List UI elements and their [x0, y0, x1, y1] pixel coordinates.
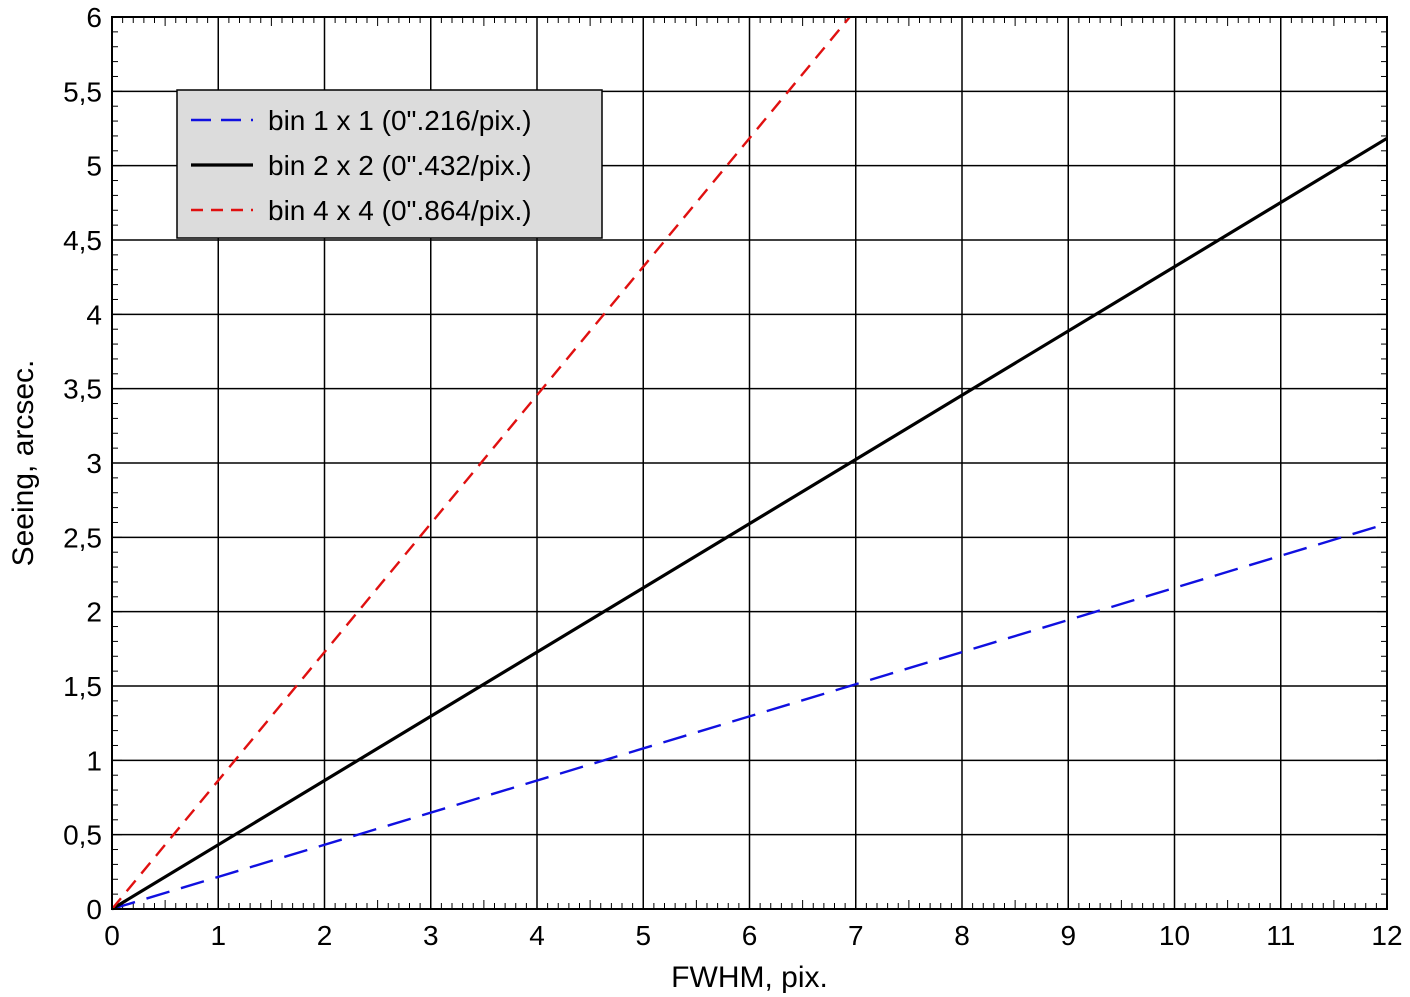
y-tick-label: 4,5: [63, 225, 102, 256]
legend-label-2: bin 2 x 2 (0".432/pix.): [268, 150, 532, 181]
x-tick-label: 1: [210, 920, 226, 951]
x-tick-label: 2: [317, 920, 333, 951]
y-tick-label: 3: [86, 448, 102, 479]
y-tick-label: 4: [86, 299, 102, 330]
x-tick-label: 4: [529, 920, 545, 951]
x-tick-label: 5: [635, 920, 651, 951]
x-tick-label: 0: [104, 920, 120, 951]
x-axis-title: FWHM, pix.: [671, 961, 828, 994]
x-tick-label: 11: [1266, 920, 1295, 951]
y-tick-label: 5: [86, 151, 102, 182]
y-tick-label: 2: [86, 597, 102, 628]
series-lines: [111, 16, 1388, 911]
x-tick-label: 3: [423, 920, 439, 951]
series-line-3: [111, 16, 851, 910]
legend-items: bin 1 x 1 (0".216/pix.) bin 2 x 2 (0".432…: [191, 105, 532, 226]
y-axis-title: Seeing, arcsec.: [7, 360, 40, 567]
legend-label-1: bin 1 x 1 (0".216/pix.): [268, 105, 532, 136]
plot-frame: [111, 16, 1388, 910]
x-tick-label: 6: [742, 920, 758, 951]
y-tick-label: 0,5: [63, 820, 102, 851]
y-tick-label: 2,5: [63, 522, 102, 553]
series-line-1: [111, 522, 1388, 911]
y-tick-label: 1: [86, 745, 102, 776]
y-tick-label: 0: [86, 894, 102, 925]
y-tick-label: 3,5: [63, 374, 102, 405]
legend-label-3: bin 4 x 4 (0".864/pix.): [268, 195, 532, 226]
x-tick-label: 9: [1060, 920, 1076, 951]
x-tick-label: 12: [1371, 920, 1402, 951]
y-tick-labels: 0 0,5 1 1,5 2 2,5 3 3,5 4 4,5 5 5,5 6: [63, 2, 102, 925]
x-tick-label: 7: [848, 920, 864, 951]
x-tick-labels: 0 1 2 3 4 5 6 7 8 9 10 11 12: [104, 920, 1402, 951]
y-tick-label: 5,5: [63, 76, 102, 107]
y-tick-label: 1,5: [63, 671, 102, 702]
series-line-2: [111, 136, 1388, 911]
x-tick-label: 10: [1159, 920, 1190, 951]
legend: bin 1 x 1 (0".216/pix.) bin 2 x 2 (0".432…: [176, 89, 603, 239]
y-tick-label: 6: [86, 2, 102, 33]
x-tick-label: 8: [954, 920, 970, 951]
